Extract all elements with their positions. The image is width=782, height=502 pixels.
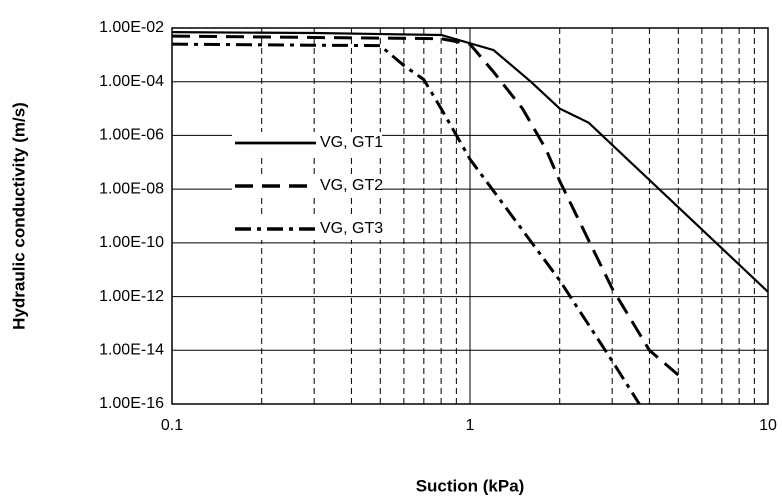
y-tick-label: 1.00E-06: [99, 127, 164, 144]
y-axis-label: Hydraulic conductivity (m/s): [9, 102, 28, 330]
y-tick-label: 1.00E-10: [99, 234, 164, 251]
legend-label: VG, GT3: [320, 220, 383, 237]
y-tick-label: 1.00E-08: [99, 180, 164, 197]
y-tick-label: 1.00E-04: [99, 73, 164, 90]
y-tick-label: 1.00E-02: [99, 19, 164, 36]
y-tick-label: 1.00E-14: [99, 342, 164, 359]
series-line: [172, 31, 768, 293]
plot-frame: [171, 27, 769, 405]
series-line: [172, 34, 680, 377]
x-tick-label: 10: [759, 417, 777, 434]
y-tick-label: 1.00E-12: [99, 288, 164, 305]
legend-label: VG, GT1: [320, 134, 383, 151]
y-tick-label: 1.00E-16: [99, 395, 164, 412]
x-tick-label: 0.1: [161, 417, 183, 434]
legend-label: VG, GT2: [320, 177, 383, 194]
series-line: [172, 42, 641, 404]
x-axis-label: Suction (kPa): [416, 476, 525, 495]
x-tick-label: 1: [466, 417, 475, 434]
